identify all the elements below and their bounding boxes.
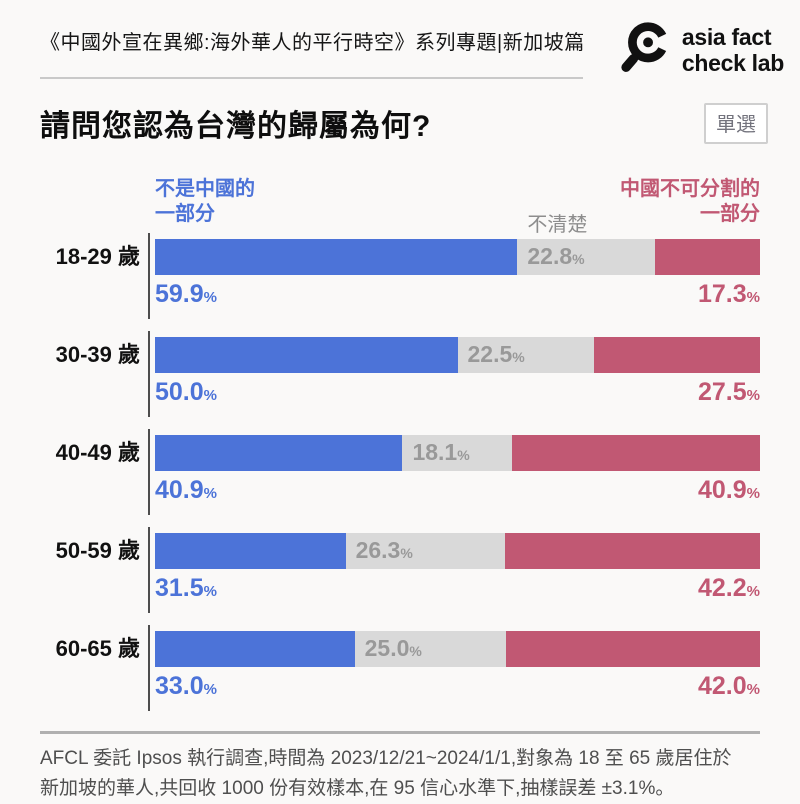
stacked-bar: 26.3% — [155, 533, 760, 569]
axis-tick-line — [148, 233, 150, 319]
header: 《中國外宣在異鄉:海外華人的平行時空》系列專題|新加坡篇 asia fact c… — [40, 0, 784, 79]
bar-segment-unclear: 26.3% — [345, 533, 505, 569]
not-part-of-china-value-label: 59.9% — [155, 280, 218, 308]
chart-row: 50-59 歲 26.3% 31.5% 42.2% — [40, 527, 760, 631]
bar-segment-not-part-of-china — [155, 631, 355, 667]
chart-rows: 18-29 歲 22.8% 59.9% 17.3% 30-39 歲 2 — [40, 233, 760, 729]
unclear-value-label: 26.3% — [355, 536, 413, 563]
stacked-bar: 18.1% — [155, 435, 760, 471]
age-group-label: 40-49 歲 — [55, 440, 140, 465]
bar-segment-not-part-of-china — [155, 533, 346, 569]
stacked-bar: 25.0% — [155, 631, 760, 667]
logo-wordmark: asia fact check lab — [681, 23, 784, 76]
axis-tick-line — [148, 331, 150, 417]
not-part-of-china-value-label: 31.5% — [155, 574, 218, 602]
bar-segment-unclear: 25.0% — [354, 631, 506, 667]
bar-segment-unclear: 22.5% — [457, 337, 594, 373]
inseparable-part-value-label: 42.0% — [697, 672, 760, 700]
page-title: 請問您認為台灣的歸屬為何? — [40, 110, 432, 143]
age-group-label: 50-59 歲 — [55, 538, 140, 563]
chart-row: 18-29 歲 22.8% 59.9% 17.3% — [40, 233, 760, 337]
chart-legend: 不是中國的 一部分 不清楚 中國不可分割的 一部分 — [155, 177, 760, 237]
series-title: 《中國外宣在異鄉:海外華人的平行時空》系列專題|新加坡篇 — [40, 32, 585, 54]
not-part-of-china-value-label: 50.0% — [155, 378, 218, 406]
axis-tick-line — [148, 429, 150, 515]
footer-divider — [40, 731, 760, 734]
axis-tick-line — [148, 527, 150, 613]
legend-not-part-of-china: 不是中國的 一部分 — [155, 178, 255, 225]
bar-segment-not-part-of-china — [155, 435, 403, 471]
single-choice-badge: 單選 — [704, 102, 768, 144]
axis-tick-line — [148, 625, 150, 711]
afcl-logo: asia fact check lab — [615, 18, 784, 81]
header-divider — [40, 77, 583, 79]
inseparable-part-value-label: 17.3% — [697, 280, 760, 308]
bar-segment-inseparable-part — [504, 533, 760, 569]
bar-segment-inseparable-part — [655, 239, 760, 275]
age-group-label: 30-39 歲 — [55, 342, 140, 367]
age-group-label: 60-65 歲 — [55, 636, 140, 661]
age-group-label: 18-29 歲 — [55, 244, 140, 269]
bar-segment-inseparable-part — [511, 435, 760, 471]
bar-segment-unclear: 22.8% — [517, 239, 656, 275]
survey-methodology-note: AFCL 委託 Ipsos 執行調查,時間為 2023/12/21~2024/1… — [40, 748, 732, 799]
inseparable-part-value-label: 42.2% — [697, 574, 760, 602]
unclear-value-label: 25.0% — [364, 634, 422, 661]
inseparable-part-value-label: 40.9% — [697, 476, 760, 504]
legend-unclear: 不清楚 — [527, 214, 588, 236]
unclear-value-label: 22.5% — [467, 340, 525, 367]
question-row: 請問您認為台灣的歸屬為何? 單選 — [40, 101, 768, 145]
bar-segment-inseparable-part — [593, 337, 760, 373]
bar-segment-not-part-of-china — [155, 239, 518, 275]
magnifier-logo-icon — [615, 18, 673, 81]
chart-row: 30-39 歲 22.5% 50.0% 27.5% — [40, 331, 760, 435]
chart-row: 40-49 歲 18.1% 40.9% 40.9% — [40, 429, 760, 533]
bar-segment-unclear: 18.1% — [402, 435, 512, 471]
unclear-value-label: 18.1% — [412, 438, 470, 465]
not-part-of-china-value-label: 40.9% — [155, 476, 218, 504]
bar-segment-not-part-of-china — [155, 337, 458, 373]
inseparable-part-value-label: 27.5% — [697, 378, 760, 406]
not-part-of-china-value-label: 33.0% — [155, 672, 218, 700]
bar-segment-inseparable-part — [505, 631, 760, 667]
stacked-bar: 22.8% — [155, 239, 760, 275]
stacked-bar: 22.5% — [155, 337, 760, 373]
unclear-value-label: 22.8% — [527, 242, 585, 269]
chart-row: 60-65 歲 25.0% 33.0% 42.0% — [40, 625, 760, 729]
legend-inseparable-part: 中國不可分割的 一部分 — [620, 178, 760, 225]
